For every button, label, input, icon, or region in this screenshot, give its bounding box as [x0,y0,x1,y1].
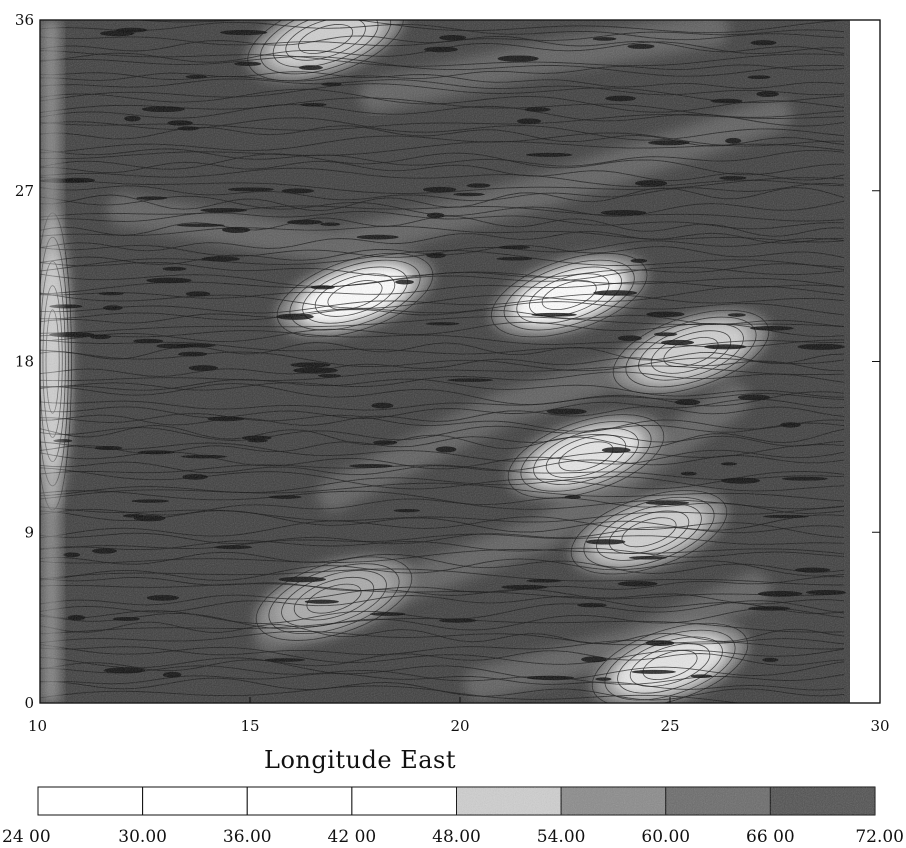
colorbar-label: 42 00 [328,827,377,847]
x-tick-label: 25 [660,717,679,735]
colorbar-label: 24 00 [2,827,51,847]
colorbar-label: 60.00 [641,827,690,847]
colorbar-label: 48.00 [432,827,481,847]
colorbar-swatch [142,786,248,816]
colorbar-swatch [37,786,144,816]
colorbar-label: 54.00 [537,827,586,847]
x-axis-title: Longitude East [264,746,456,774]
x-tick-label: 10 [28,717,47,735]
colorbar-label: 36.00 [223,827,272,847]
y-tick-label: 0 [24,694,34,712]
colorbar-label: 30.00 [118,827,167,847]
y-tick-label: 36 [15,11,34,29]
y-tick-label: 18 [15,353,34,371]
colorbar: 24 00 30.00 36.00 42 00 48.00 54.00 60.00 66 00… [2,786,904,847]
contour-field [40,20,850,703]
x-tick-label: 30 [870,717,889,735]
y-tick-label: 27 [15,182,34,200]
x-tick-label: 15 [240,717,259,735]
colorbar-label: 72.00 [855,827,904,847]
x-axis: 10 15 20 25 30 [28,697,890,735]
colorbar-grain [456,787,875,815]
field-grain [40,20,850,703]
colorbar-label: 66 00 [746,827,795,847]
x-tick-label: 20 [450,717,469,735]
colorbar-swatch [246,786,353,816]
plot-border [39,19,881,704]
colorbar-swatch [351,786,457,816]
y-tick-label: 9 [24,523,34,541]
